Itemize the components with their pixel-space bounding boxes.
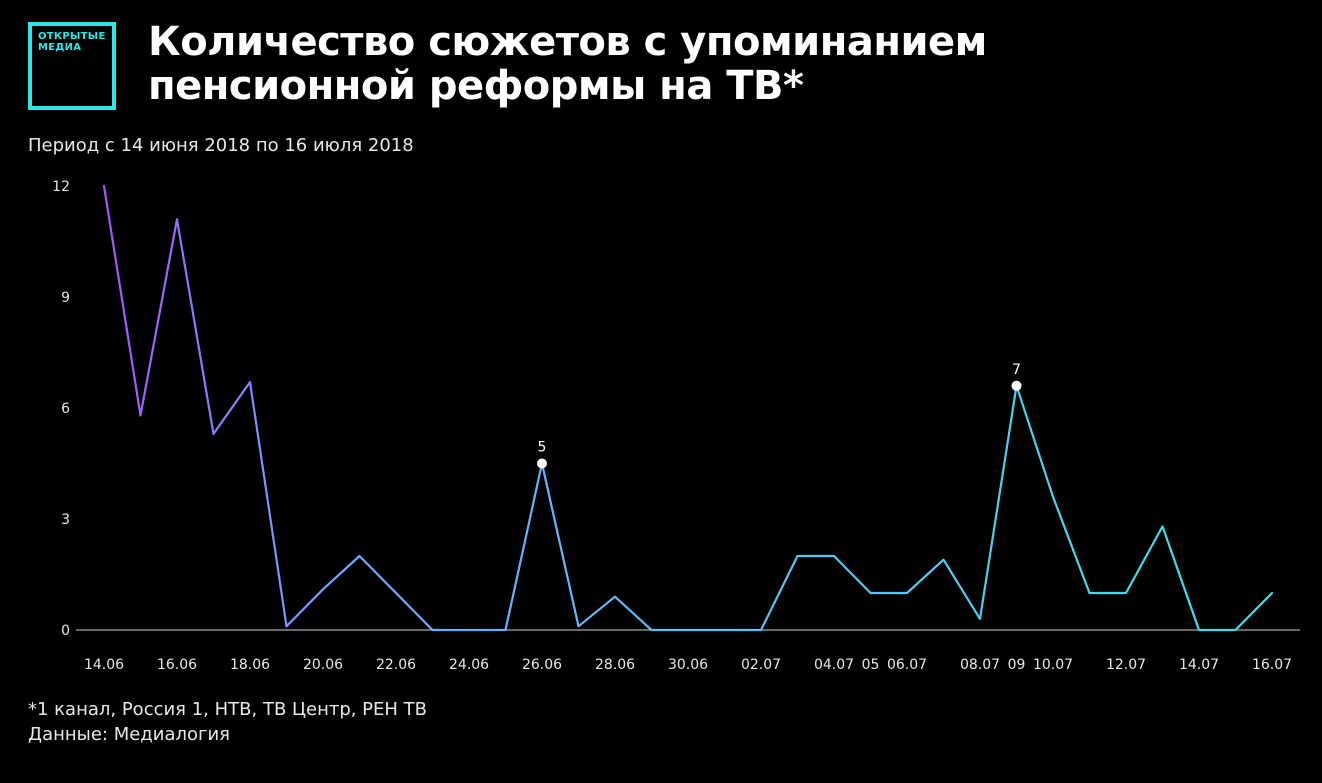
x-tick-label: 12.07 — [1106, 657, 1146, 673]
x-axis-ticks: 14.06 16.06 18.06 20.06 22.06 24.06 26.06 28.06… — [84, 657, 1292, 673]
x-tick-label: 20.06 — [303, 657, 343, 673]
footnote: *1 канал, Россия 1, НТВ, ТВ Центр, РЕН Т… — [28, 697, 427, 747]
y-tick-label: 6 — [61, 401, 70, 417]
x-tick-label: 02.07 — [741, 657, 781, 673]
x-tick-label: 10.07 — [1033, 657, 1073, 673]
data-label: 7 — [1012, 362, 1021, 378]
footnote-channels: *1 канал, Россия 1, НТВ, ТВ Центр, РЕН Т… — [28, 699, 428, 720]
y-tick-label: 9 — [61, 290, 70, 306]
y-tick-label: 12 — [52, 179, 70, 195]
footnote-source: Данные: Медиалогия — [28, 724, 230, 745]
logo-text: ОТКРЫТЫЕ МЕДИА — [38, 31, 106, 53]
data-label: 5 — [538, 440, 547, 456]
x-tick-label: 22.06 — [376, 657, 416, 673]
x-tick-label: 16.06 — [157, 657, 197, 673]
page-title: Количество сюжетов с упоминанием пенсион… — [148, 19, 987, 109]
y-tick-label: 3 — [61, 512, 70, 528]
chart-subtitle: Период с 14 июня 2018 по 16 июля 2018 — [28, 135, 414, 156]
data-point-marker — [537, 458, 547, 469]
series-line — [102, 184, 1274, 632]
x-tick-label: 06.07 — [887, 657, 927, 673]
y-tick-label: 0 — [61, 623, 70, 639]
x-tick-label: 14.07 — [1179, 657, 1219, 673]
x-tick-label: 24.06 — [449, 657, 489, 673]
y-axis-ticks: 0 3 6 9 12 — [52, 179, 70, 639]
x-tick-label: 05 — [862, 657, 880, 673]
x-tick-label: 18.06 — [230, 657, 270, 673]
data-markers: 57 — [537, 362, 1022, 469]
x-tick-label: 14.06 — [84, 657, 124, 673]
x-tick-label: 04.07 — [814, 657, 854, 673]
logo-line2: МЕДИА — [38, 42, 82, 53]
x-tick-label: 08.07 — [960, 657, 1000, 673]
x-tick-label: 16.07 — [1252, 657, 1292, 673]
x-tick-label: 30.06 — [668, 657, 708, 673]
logo: ОТКРЫТЫЕ МЕДИА — [28, 22, 116, 110]
x-tick-label: 26.06 — [522, 657, 562, 673]
data-point-marker — [1011, 380, 1022, 391]
logo-line1: ОТКРЫТЫЕ — [38, 31, 106, 42]
x-tick-label: 28.06 — [595, 657, 635, 673]
x-tick-label: 09 — [1008, 657, 1026, 673]
